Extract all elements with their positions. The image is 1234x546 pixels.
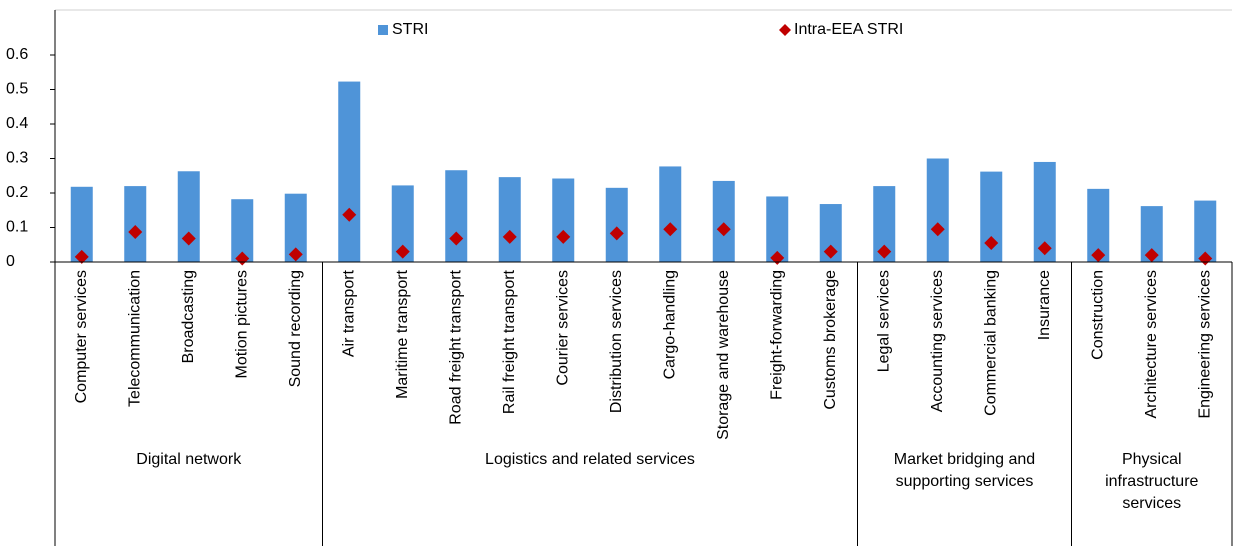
x-tick-label: Freight-forwarding [768, 270, 785, 400]
marker [770, 250, 785, 265]
marker [823, 244, 838, 259]
bar [605, 187, 628, 262]
marker [930, 222, 945, 237]
marker [74, 249, 89, 264]
bar [391, 185, 414, 262]
y-tick-label: 0.4 [6, 115, 28, 132]
bar [552, 178, 575, 262]
marker [877, 244, 892, 259]
x-tick-label: Commercial banking [982, 270, 999, 416]
x-tick-label: Customs brokerage [822, 270, 839, 410]
y-tick-label: 0.3 [6, 150, 28, 167]
marker [716, 222, 731, 237]
bar [980, 171, 1003, 262]
bar [1033, 161, 1056, 262]
bar [124, 186, 147, 262]
x-tick-label: Rail freight transport [501, 269, 518, 414]
x-tick-label: Courier services [554, 270, 571, 386]
bar [926, 158, 949, 262]
x-tick-label: Storage and warehouse [715, 270, 732, 440]
x-tick-label: Road freight transport [447, 269, 464, 424]
bar [338, 81, 361, 262]
y-tick-label: 0.2 [6, 184, 28, 201]
marker [1091, 248, 1106, 263]
x-tick-label: Engineering services [1196, 270, 1213, 419]
marker [556, 229, 571, 244]
bar [1140, 206, 1163, 262]
bar [231, 199, 254, 262]
marker [663, 222, 678, 237]
x-tick-label: Insurance [1036, 270, 1053, 340]
bar [659, 166, 682, 262]
bar [712, 180, 735, 262]
bar [284, 193, 307, 262]
marker [342, 207, 357, 222]
x-tick-label: Distribution services [608, 270, 625, 413]
x-tick-label: Maritime transport [394, 269, 411, 398]
bar [766, 196, 789, 262]
bar [70, 186, 93, 262]
bar [1194, 200, 1217, 262]
y-tick-label: 0 [6, 253, 15, 270]
marker [128, 224, 143, 239]
marker [502, 229, 517, 244]
x-tick-label: Architecture services [1143, 270, 1160, 419]
group-label: Logistics and related services [485, 451, 695, 468]
x-tick-label: Cargo-handling [661, 270, 678, 379]
x-tick-label: Accounting services [929, 270, 946, 412]
bar [873, 186, 896, 262]
y-tick-label: 0.1 [6, 219, 28, 236]
marker [1144, 248, 1159, 263]
marker [984, 236, 999, 251]
legend-label: STRI [392, 21, 428, 38]
group-label: Physical infrastructure services [1105, 451, 1199, 512]
legend-label: Intra-EEA STRI [794, 21, 903, 38]
marker [181, 231, 196, 246]
bar [177, 171, 200, 262]
marker [1037, 241, 1052, 256]
y-tick-label: 0.6 [6, 46, 28, 63]
group-label: Digital network [136, 451, 242, 468]
x-tick-label: Sound recording [287, 270, 304, 387]
y-tick-label: 0.5 [6, 81, 28, 98]
x-tick-label: Air transport [340, 269, 357, 357]
legend-swatch [779, 24, 791, 36]
marker [395, 244, 410, 259]
bar [819, 204, 842, 262]
marker [609, 226, 624, 241]
x-tick-label: Legal services [875, 270, 892, 372]
marker [449, 231, 464, 246]
bar [445, 170, 468, 262]
x-tick-label: Broadcasting [180, 270, 197, 363]
x-tick-label: Computer services [73, 270, 90, 403]
group-label: Market bridging and supporting services [893, 451, 1036, 490]
bar [498, 177, 521, 262]
legend-swatch [378, 25, 388, 35]
x-tick-label: Construction [1089, 270, 1106, 360]
bar [1087, 188, 1110, 262]
x-tick-label: Telecommunication [126, 270, 143, 407]
marker [288, 247, 303, 262]
x-tick-label: Motion pictures [233, 270, 250, 379]
